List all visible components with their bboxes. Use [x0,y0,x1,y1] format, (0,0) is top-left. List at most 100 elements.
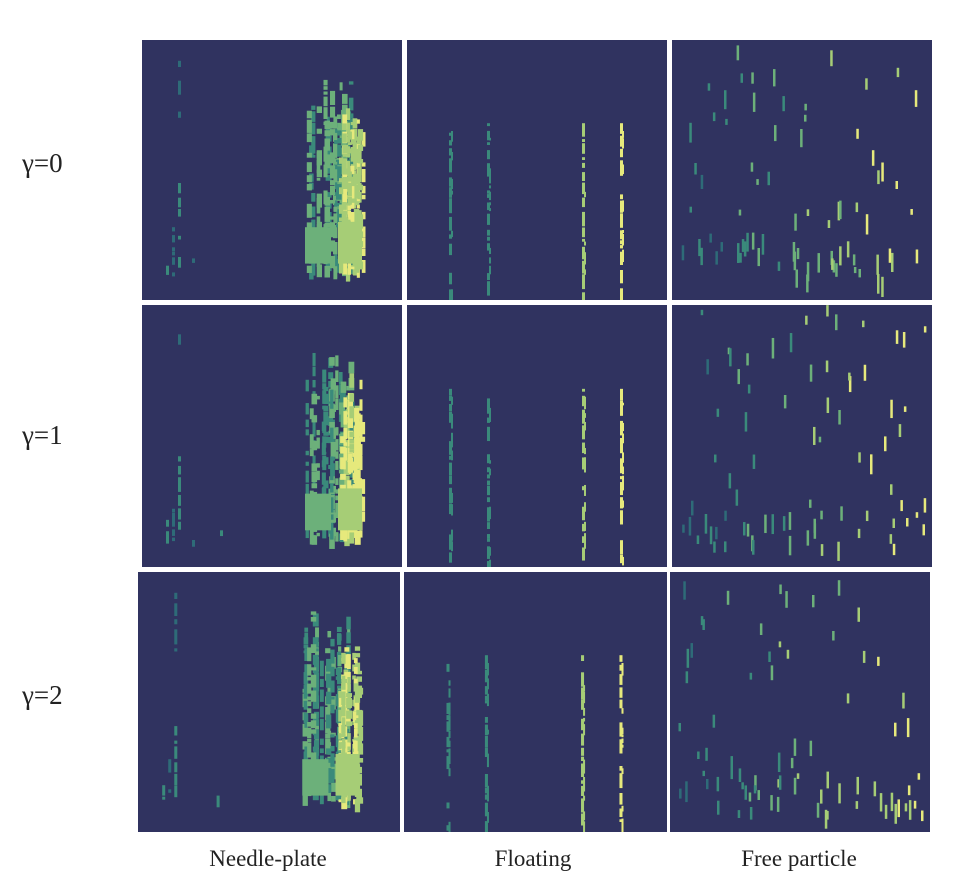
heatmap-cell [620,482,623,496]
heatmap-cell [348,361,355,374]
heatmap-cell [751,232,755,250]
heatmap-cell [584,484,586,496]
heatmap-cell [334,254,338,268]
heatmap-cell [581,687,585,700]
heatmap-cell [489,265,491,275]
heatmap-cell [302,794,308,806]
heatmap-cell [302,723,308,737]
heatmap-cell [353,148,360,163]
heatmap-cell [339,123,343,132]
heatmap-cell [622,200,624,212]
heatmap-cell [354,421,361,435]
heatmap-cell [335,478,339,485]
heatmap-cell [319,738,324,745]
heatmap-cell [487,480,490,486]
heatmap-cell [325,146,332,157]
heatmap-cell [333,132,338,141]
heatmap-cell [350,212,355,222]
heatmap-cell [489,137,491,141]
heatmap-cell [771,337,775,359]
heatmap-cell [489,460,491,464]
heatmap-cell [700,174,704,189]
heatmap-cell [757,790,760,800]
heatmap-cell [339,477,346,489]
heatmap-canvas [681,45,919,297]
heatmap-cell [330,456,334,469]
heatmap-cell [345,461,349,475]
heatmap-cell [855,801,859,809]
heatmap-cell [361,211,366,220]
heatmap-cell [856,776,859,795]
heatmap-cell [487,213,490,225]
heatmap-cell [310,720,317,729]
heatmap-cell [305,429,309,436]
heatmap-cell [484,686,488,695]
heatmap-cell [220,530,223,537]
heatmap-cell [726,590,730,605]
heatmap-cell [343,397,348,408]
heatmap-cell [706,779,709,790]
heatmap-cell [620,240,623,245]
heatmap-cell [345,122,351,133]
heatmap-cell [172,235,175,243]
heatmap-cell [342,701,346,715]
heatmap-cell [584,413,586,418]
heatmap-cell [487,561,490,567]
heatmap-cell [584,447,586,455]
heatmap-cell [357,214,364,229]
heatmap-cell [892,518,895,529]
heatmap-cell [347,205,352,211]
heatmap-cell [873,781,877,797]
heatmap-cell [330,753,335,767]
heatmap-cell [583,707,586,716]
heatmap-cell [315,627,319,638]
heatmap-cell [683,581,686,600]
heatmap-cell [359,379,363,390]
heatmap-cell [342,93,348,104]
heatmap-cell [350,195,357,209]
heatmap-cell [323,386,329,392]
heatmap-cell [354,452,361,467]
heatmap-cell [311,136,316,146]
heatmap-cell [696,535,700,545]
heatmap-cell [583,717,586,722]
heatmap-cell [326,673,332,688]
heatmap-cell [489,468,491,476]
heatmap-cell [730,756,733,777]
heatmap-cell [350,473,355,478]
heatmap-cell [310,690,317,702]
heatmap-cell [865,78,868,90]
heatmap-cell [691,500,694,516]
heatmap-cell [713,541,716,553]
heatmap-cell [581,756,585,761]
heatmap-cell [865,510,869,522]
heatmap-cell [582,227,585,238]
heatmap-cell [174,603,178,616]
heatmap-cell [330,745,335,752]
heatmap-cell [306,152,312,158]
heatmap-cell [321,421,326,432]
heatmap-cell [313,748,320,756]
heatmap-cell [449,187,452,198]
heatmap-cell [321,487,326,496]
heatmap-cell [827,220,831,228]
heatmap-cell [216,795,220,808]
heatmap-cell [326,784,332,793]
heatmap-canvas [162,592,364,813]
heatmap-cell [333,224,338,239]
heatmap-cell [622,422,624,432]
heatmap-cell [448,731,451,738]
heatmap-cell [622,475,624,491]
heatmap-panel-needle-plate-gamma-0 [142,40,402,300]
heatmap-cell [619,808,623,817]
heatmap-cell [891,252,894,272]
heatmap-cell [743,522,746,536]
heatmap-cell [162,796,166,800]
heatmap-cell [178,521,181,530]
heatmap-cell [620,251,623,265]
heatmap-cell [341,652,346,664]
heatmap-cell [744,412,748,432]
heatmap-cell [348,118,354,133]
heatmap-cell [738,209,742,216]
heatmap-cell [345,268,351,282]
